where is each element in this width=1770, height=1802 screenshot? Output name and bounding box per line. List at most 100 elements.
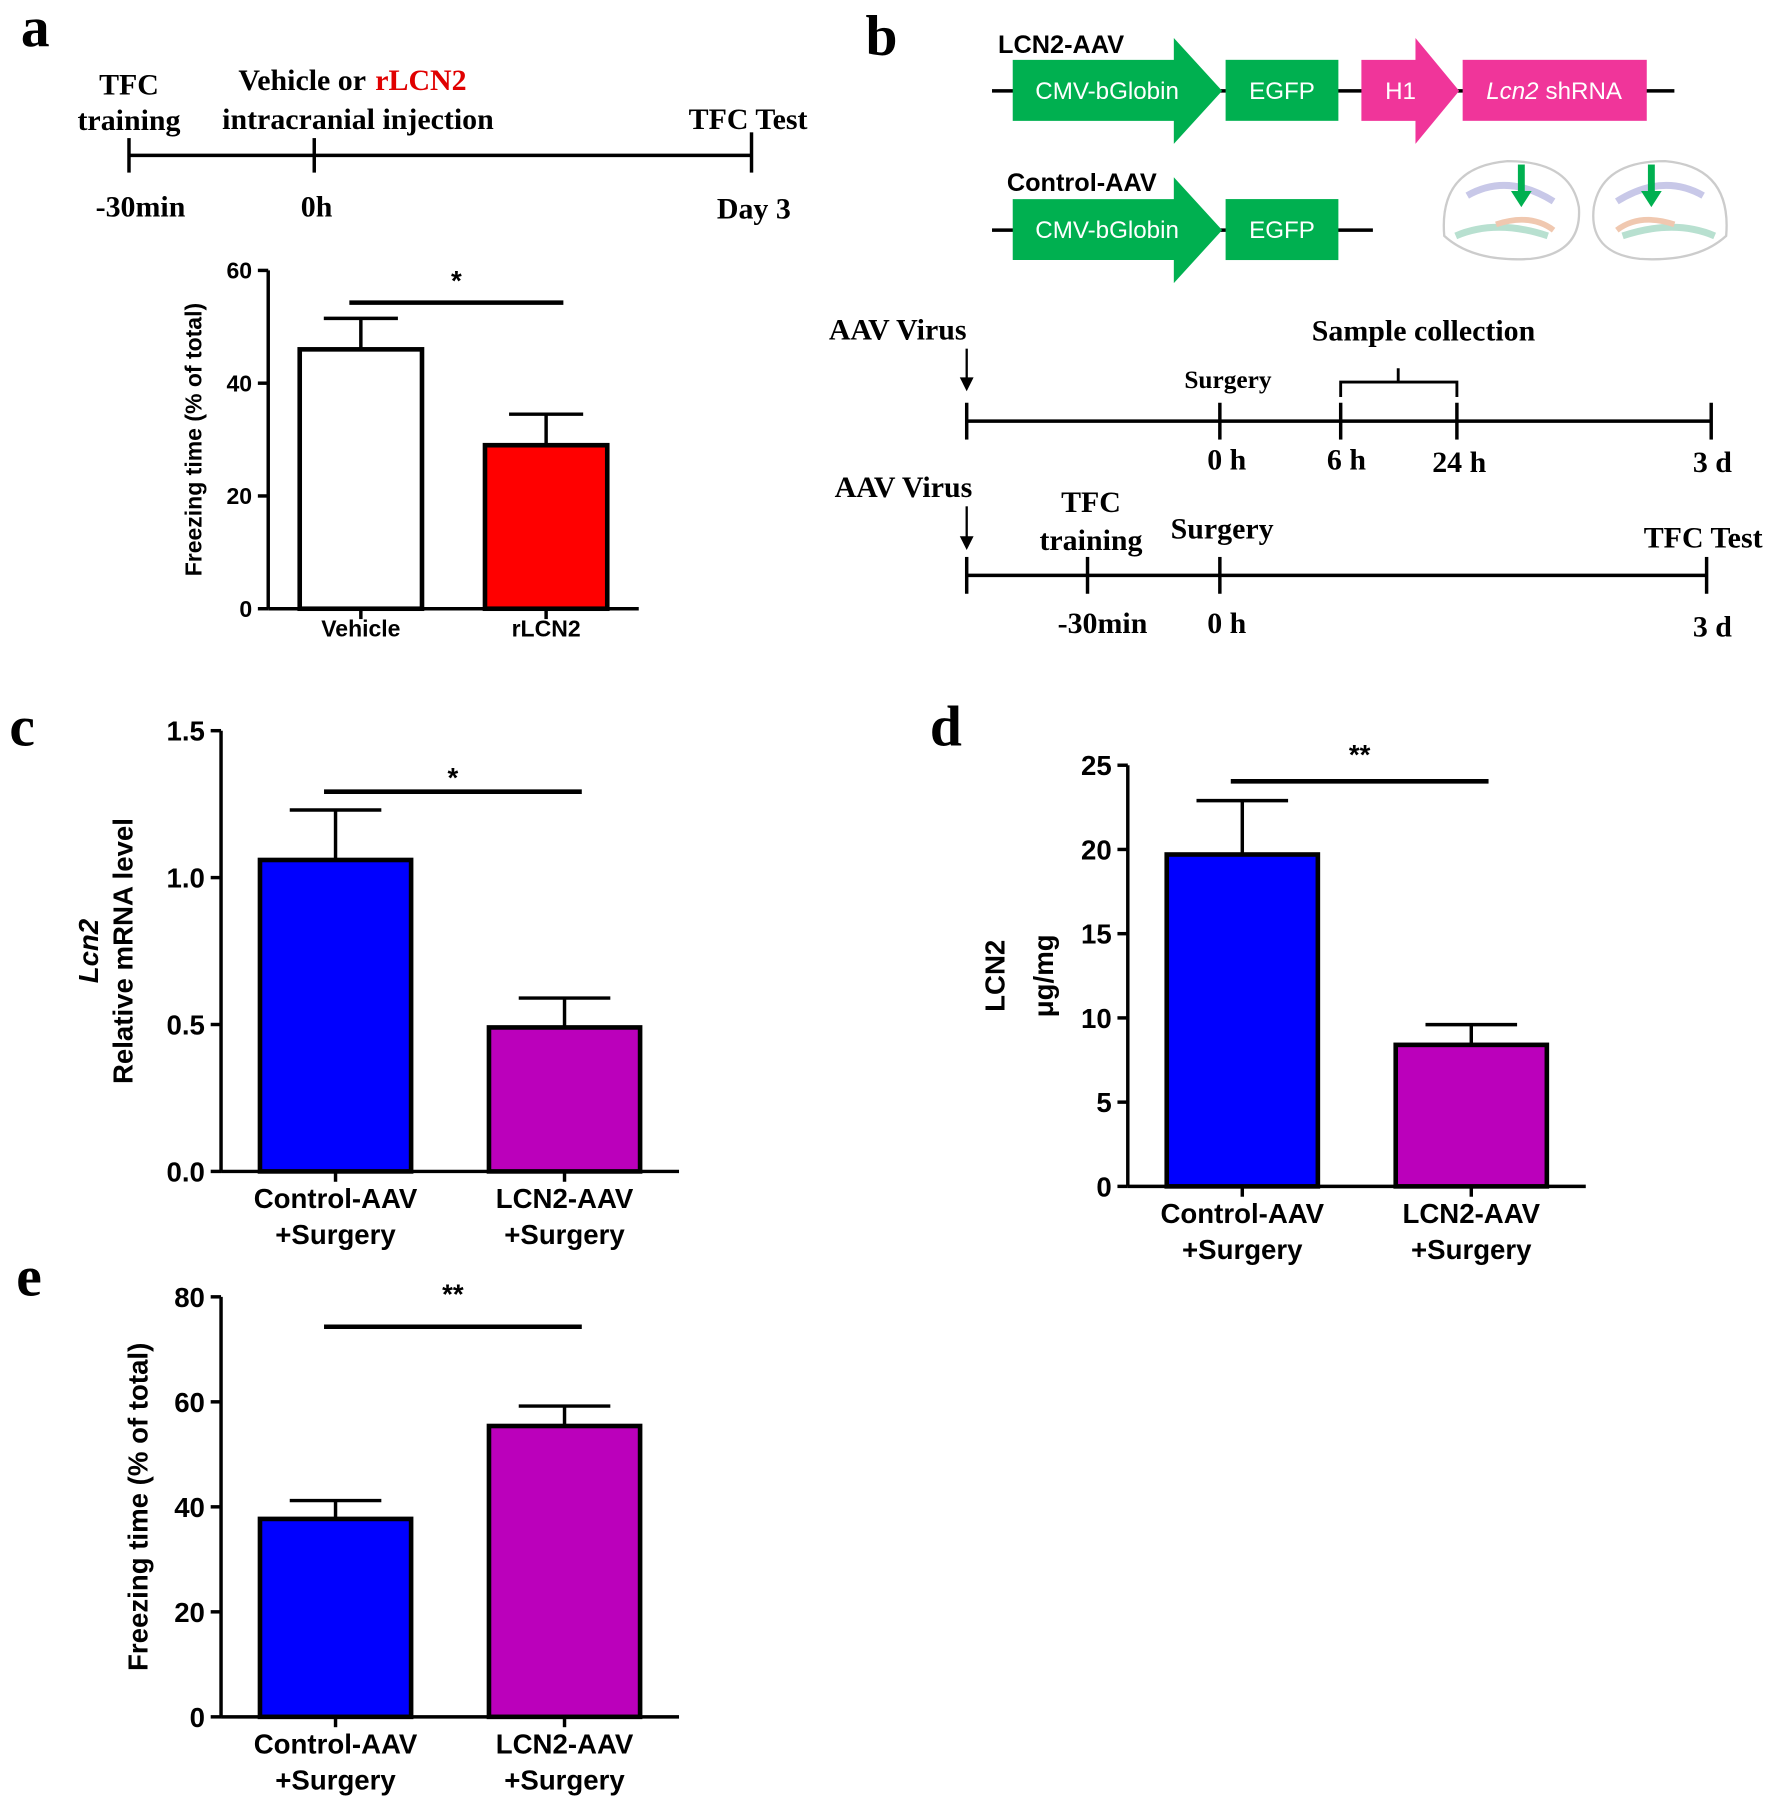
- x-tick-label: +Surgery: [275, 1219, 396, 1250]
- y-tick-label: 1.0: [167, 863, 205, 894]
- x-tick-label: Control-AAV: [1160, 1198, 1324, 1229]
- bar: [257, 857, 414, 1174]
- y-tick-label: 15: [1081, 919, 1112, 950]
- bar: [1164, 852, 1321, 1189]
- event-label: TFC Test: [689, 103, 808, 136]
- element-label: shRNA: [1546, 78, 1623, 105]
- time-label: 3 d: [1693, 446, 1732, 479]
- time-label: 6 h: [1327, 443, 1366, 476]
- event-label: TFC: [99, 68, 159, 101]
- element-label: EGFP: [1249, 217, 1315, 244]
- y-tick-label: 20: [1081, 834, 1112, 865]
- x-tick-label: +Surgery: [504, 1764, 625, 1795]
- y-tick-label: 20: [174, 1597, 205, 1628]
- y-tick-label: 80: [174, 1282, 205, 1313]
- y-tick-label: 0.5: [167, 1009, 205, 1040]
- promoter: [1012, 177, 1223, 284]
- bar: [486, 1423, 643, 1720]
- y-tick-label: 5: [1096, 1087, 1111, 1118]
- element-label: H1: [1385, 78, 1416, 105]
- y-tick-label: 60: [174, 1387, 205, 1418]
- element-label: Lcn2: [1486, 78, 1539, 105]
- y-tick-label: 0: [1096, 1171, 1111, 1202]
- y-tick-label: 1.5: [167, 716, 205, 747]
- significance-label: **: [442, 1279, 464, 1310]
- event-label: training: [1039, 524, 1142, 557]
- construct-name: Control-AAV: [1007, 169, 1157, 197]
- event-label: TFC: [1061, 486, 1121, 519]
- x-tick-label: Control-AAV: [254, 1183, 418, 1214]
- bar-chart: 0 20 40 60 Freezing time (% of total) Vehicle…: [180, 258, 639, 641]
- time-label: -30min: [96, 190, 186, 223]
- constructs: LCN2-AAV CMV-bGlobin EGFP H1 Lcn2 shRNA …: [992, 31, 1675, 284]
- bar: [257, 1516, 414, 1720]
- timeline-a: [127, 132, 754, 173]
- significance-label: **: [1349, 739, 1371, 770]
- element-label: CMV-bGlobin: [1035, 78, 1179, 105]
- y-tick-label: 0.0: [167, 1156, 205, 1187]
- y-axis-title: Freezing time (% of total): [122, 1343, 153, 1671]
- time-label: -30min: [1058, 607, 1148, 640]
- gene-box: [1462, 59, 1647, 121]
- timelines-b-labels: AAV Virus Surgery Sample collection 0 h …: [829, 313, 1763, 643]
- event-label: TFC Test: [1644, 522, 1763, 555]
- bar: [486, 1025, 643, 1174]
- panel-label: c: [9, 696, 35, 759]
- bar: [482, 442, 610, 612]
- element-label: CMV-bGlobin: [1035, 217, 1179, 244]
- bar-chart: 0 20 40 60 80 Freezing time (% of total) Contr…: [122, 1279, 680, 1795]
- significance-label: *: [448, 762, 459, 793]
- gene-box: [1225, 199, 1339, 261]
- y-axis-title: Lcn2: [73, 918, 104, 983]
- time-label: 0 h: [1207, 607, 1246, 640]
- promoter: [1361, 37, 1460, 144]
- x-tick-label: LCN2-AAV: [1403, 1198, 1541, 1229]
- y-tick-label: 20: [227, 483, 253, 509]
- x-tick-label: +Surgery: [504, 1219, 625, 1250]
- x-tick-label: rLCN2: [512, 615, 581, 641]
- x-tick-label: Vehicle: [321, 615, 400, 641]
- timeline-a-labels: TFC training Vehicle or rLCN2 intracrani…: [77, 64, 807, 226]
- bar: [1393, 1042, 1550, 1189]
- bar-chart: 0.0 0.5 1.0 1.5 Lcn2 Relative mRNA level Contr…: [73, 716, 680, 1250]
- y-tick-label: 0: [190, 1702, 205, 1733]
- event-label: AAV Virus: [829, 313, 967, 346]
- element-label: EGFP: [1249, 78, 1315, 105]
- y-axis-title: Relative mRNA level: [107, 818, 138, 1084]
- panel-label: e: [16, 1246, 42, 1309]
- time-label: 3 d: [1693, 610, 1732, 643]
- bar: [297, 347, 425, 612]
- y-tick-label: 0: [239, 596, 252, 622]
- x-tick-label: LCN2-AAV: [496, 1183, 634, 1214]
- y-tick-label: 25: [1081, 750, 1112, 781]
- panel-label: a: [21, 0, 50, 59]
- gene-box: [1225, 59, 1339, 121]
- x-tick-label: +Surgery: [1182, 1234, 1303, 1265]
- significance-label: *: [451, 265, 462, 296]
- time-label: 0 h: [1207, 443, 1246, 476]
- panel-label: d: [930, 696, 962, 759]
- event-label: intracranial injection: [222, 103, 494, 136]
- panel-label: b: [865, 5, 897, 68]
- x-tick-label: LCN2-AAV: [496, 1729, 634, 1760]
- promoter: [1012, 37, 1223, 144]
- panel-labels: a b c d e: [9, 0, 962, 1309]
- time-label: 24 h: [1432, 446, 1486, 479]
- x-tick-label: +Surgery: [275, 1764, 396, 1795]
- construct-name: LCN2-AAV: [998, 31, 1124, 59]
- y-axis-title: Freezing time (% of total): [180, 303, 206, 576]
- y-axis-title: μg/mg: [1028, 934, 1059, 1017]
- y-axis-title: LCN2: [980, 940, 1011, 1012]
- time-label: 0h: [301, 190, 333, 223]
- y-tick-label: 40: [227, 370, 253, 396]
- event-label: Surgery: [1184, 366, 1271, 394]
- event-label: Sample collection: [1312, 315, 1536, 348]
- time-label: Day 3: [717, 193, 791, 226]
- charts: 0 20 40 60 Freezing time (% of total) Vehicle…: [73, 258, 1586, 1795]
- hippocampus-sketch: [1442, 159, 1728, 261]
- event-label: rLCN2: [375, 64, 466, 97]
- bar-chart: 0 5 10 15 20 25 LCN2 μg/mg Control-AAV +Surgery LC…: [980, 739, 1586, 1265]
- timelines-b: [959, 348, 1713, 594]
- event-label: AAV Virus: [835, 471, 973, 504]
